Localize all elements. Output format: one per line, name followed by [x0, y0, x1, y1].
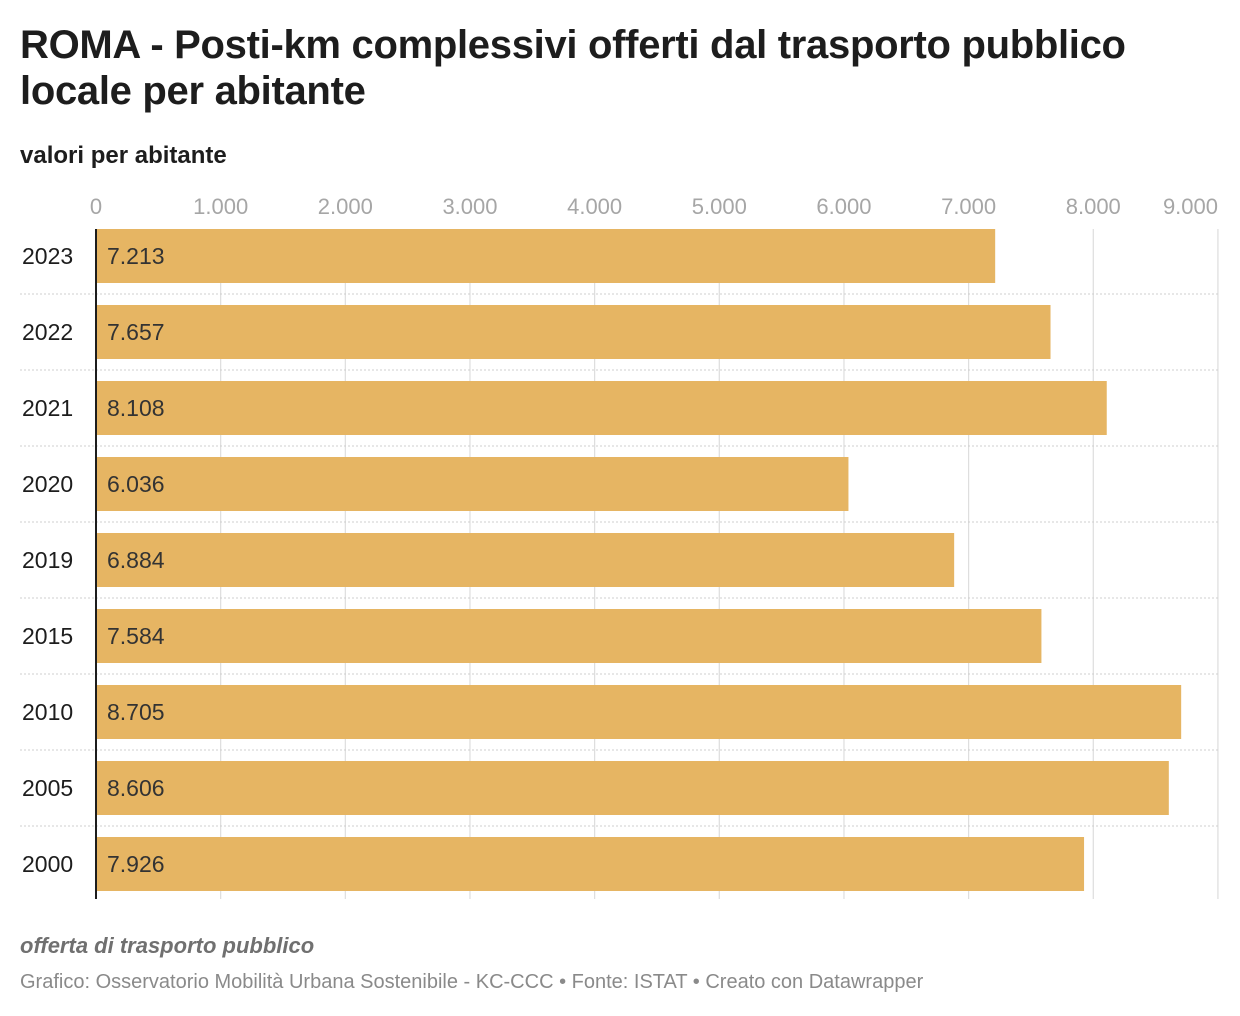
x-tick-label: 2.000	[318, 194, 373, 219]
x-tick-label: 4.000	[567, 194, 622, 219]
x-tick-label: 8.000	[1066, 194, 1121, 219]
value-label: 6.036	[107, 471, 165, 497]
chart-title: ROMA - Posti-km complessivi offerti dal …	[20, 23, 1126, 113]
bar-2010	[96, 685, 1182, 739]
category-label: 2019	[22, 547, 73, 573]
category-label: 2000	[22, 851, 73, 877]
category-label: 2015	[22, 623, 73, 649]
bar-2019	[96, 533, 955, 587]
category-label: 2021	[22, 395, 73, 421]
bar-2000	[96, 837, 1085, 891]
value-label: 8.108	[107, 395, 165, 421]
category-label: 2023	[22, 243, 73, 269]
bar-2015	[96, 609, 1042, 663]
x-tick-label: 5.000	[692, 194, 747, 219]
x-tick-label: 3.000	[442, 194, 497, 219]
footer-note: offerta di trasporto pubblico	[20, 933, 315, 958]
value-label: 7.213	[107, 243, 165, 269]
bar-2020	[96, 457, 849, 511]
value-label: 6.884	[107, 547, 165, 573]
footer-credit: Grafico: Osservatorio Mobilità Urbana So…	[20, 971, 924, 993]
bar-chart: 0 1.000 2.000 3.000 4.000 5.000 6.000 7.000 8.00…	[20, 194, 1219, 899]
value-label: 7.584	[107, 623, 165, 649]
value-label: 7.657	[107, 319, 165, 345]
value-label: 8.705	[107, 699, 165, 725]
bars	[96, 229, 1182, 891]
labels: 0 1.000 2.000 3.000 4.000 5.000 6.000 7.000 8.00…	[22, 194, 1218, 899]
x-tick-label: 1.000	[193, 194, 248, 219]
x-tick-label: 7.000	[941, 194, 996, 219]
x-tick-label: 0	[90, 194, 102, 219]
bar-2021	[96, 381, 1107, 435]
chart-subtitle: valori per abitante	[20, 142, 227, 169]
category-label: 2005	[22, 775, 73, 801]
value-label: 7.926	[107, 851, 165, 877]
x-tick-label: 9.000	[1163, 194, 1218, 219]
value-label: 8.606	[107, 775, 165, 801]
category-label: 2022	[22, 319, 73, 345]
x-tick-label: 6.000	[816, 194, 871, 219]
bar-2005	[96, 761, 1169, 815]
category-label: 2010	[22, 699, 73, 725]
bar-2023	[96, 229, 996, 283]
category-label: 2020	[22, 471, 73, 497]
bar-2022	[96, 305, 1051, 359]
